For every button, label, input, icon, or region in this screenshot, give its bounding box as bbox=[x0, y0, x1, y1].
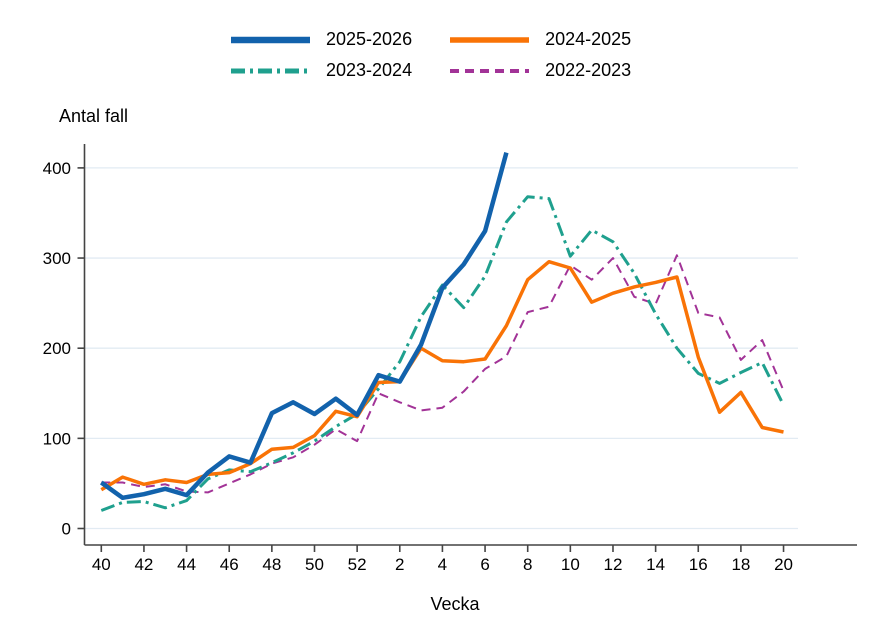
legend-line-sample-2022-2023 bbox=[450, 68, 530, 73]
series-line-2025-2026 bbox=[99, 152, 509, 501]
y-tick-label: 400 bbox=[43, 159, 71, 178]
x-tick-label: 14 bbox=[646, 555, 665, 574]
y-tick-label: 300 bbox=[43, 249, 71, 268]
y-axis-title: Antal fall bbox=[59, 106, 129, 126]
x-tick-label: 4 bbox=[438, 555, 447, 574]
x-tick-label: 48 bbox=[262, 555, 281, 574]
legend-label: 2025-2026 bbox=[326, 29, 413, 49]
legend-line-sample-2024-2025 bbox=[450, 36, 530, 43]
y-tick-label: 200 bbox=[43, 339, 71, 358]
x-tick-label: 44 bbox=[177, 555, 196, 574]
x-tick-label: 52 bbox=[348, 555, 367, 574]
legend-line-sample-2025-2026 bbox=[231, 36, 310, 43]
legend-label: 2023-2024 bbox=[326, 60, 413, 80]
x-tick-label: 8 bbox=[523, 555, 532, 574]
x-tick-label: 16 bbox=[689, 555, 708, 574]
x-tick-label: 2 bbox=[395, 555, 404, 574]
series-line-2022-2023 bbox=[101, 254, 785, 494]
legend-item-2023-2024: 2023-2024 bbox=[230, 60, 412, 81]
series-line-2023-2024 bbox=[100, 195, 785, 512]
x-tick-label: 40 bbox=[92, 555, 111, 574]
legend-item-2025-2026: 2025-2026 bbox=[230, 29, 412, 50]
legend-item-2022-2023: 2022-2023 bbox=[449, 60, 631, 81]
y-tick-label: 100 bbox=[43, 429, 71, 448]
x-tick-label: 20 bbox=[774, 555, 793, 574]
legend-label: 2024-2025 bbox=[545, 29, 632, 49]
x-tick-label: 10 bbox=[561, 555, 580, 574]
x-tick-label: 46 bbox=[220, 555, 239, 574]
x-tick-label: 12 bbox=[604, 555, 623, 574]
legend-label: 2022-2023 bbox=[545, 60, 632, 80]
x-tick-label: 50 bbox=[305, 555, 324, 574]
series-line-2024-2025 bbox=[100, 259, 784, 492]
x-tick-label: 42 bbox=[134, 555, 153, 574]
legend-line-sample-2023-2024 bbox=[231, 68, 310, 73]
x-tick-label: 18 bbox=[731, 555, 750, 574]
x-tick-label: 6 bbox=[480, 555, 489, 574]
legend: 2025-2026 2024-2025 2023-2024 2022-2023 bbox=[230, 29, 631, 81]
legend-item-2024-2025: 2024-2025 bbox=[449, 29, 631, 50]
x-axis-title: Vecka bbox=[430, 594, 480, 614]
y-tick-label: 0 bbox=[62, 520, 71, 539]
